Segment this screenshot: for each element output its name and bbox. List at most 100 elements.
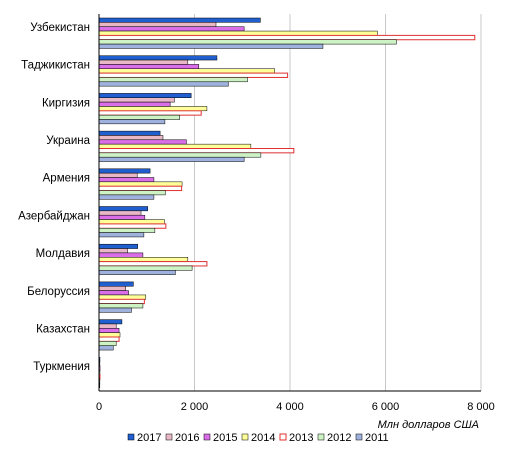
legend-swatch (317, 433, 325, 441)
bar-2011 (98, 119, 166, 125)
legend-label: 2014 (251, 432, 275, 444)
bar-2013 (98, 223, 167, 229)
bar-2011 (98, 194, 155, 200)
bar-2016 (98, 172, 138, 178)
category-labels: Узбекистан Таджикистан Киргизия Украина Арме… (18, 22, 90, 373)
bar-2017 (98, 130, 161, 136)
bar-2016 (98, 323, 117, 329)
bar-2014 (98, 294, 147, 300)
legend-swatch (165, 433, 173, 441)
bar-2011 (98, 81, 229, 87)
bar-2014 (98, 143, 252, 149)
bar-2016 (98, 210, 142, 216)
legend-label: 2013 (289, 432, 313, 444)
bar-2015 (98, 139, 187, 145)
bar-2017 (98, 55, 218, 61)
bar-2014 (98, 181, 183, 187)
legend-swatch (279, 433, 287, 441)
legend-swatch (355, 433, 363, 441)
bar-2017 (98, 281, 134, 287)
bar-2015 (98, 290, 129, 296)
category-label: Азербайджан (18, 210, 90, 222)
bar-2015 (98, 101, 171, 107)
bar-2017 (98, 17, 261, 23)
legend: 2017 2016 2015 2014 2013 2012 2011 (127, 432, 389, 444)
bar-2016 (98, 135, 164, 141)
bar-2015 (98, 26, 245, 32)
bar-2014 (98, 68, 275, 74)
x-tick-label: 0 (96, 401, 102, 413)
x-tick-label: 4 000 (276, 401, 304, 413)
bar-2012 (98, 341, 117, 346)
bar-2017 (98, 243, 138, 249)
category-label: Армения (43, 173, 90, 185)
bar-2016 (98, 286, 126, 291)
legend-label: 2012 (327, 432, 351, 444)
x-tick-label: 2 000 (181, 401, 209, 413)
bar-2014 (98, 332, 121, 338)
bar-2017 (98, 319, 123, 325)
bars (98, 17, 476, 388)
bar-2013 (98, 336, 120, 342)
bar-2013 (98, 110, 202, 116)
bar-2012 (98, 228, 156, 233)
legend-label: 2017 (137, 432, 161, 444)
bar-2013 (98, 72, 289, 78)
legend-label: 2015 (213, 432, 237, 444)
bar-2011 (98, 43, 324, 49)
grid-lines (194, 14, 482, 391)
bar-2012 (98, 152, 262, 158)
bar-2017 (98, 206, 148, 212)
bar-2013 (98, 34, 476, 41)
legend-label: 2016 (175, 432, 199, 444)
legend-swatch (127, 433, 135, 441)
x-tick-label: 6 000 (372, 401, 400, 413)
bar-2011 (98, 232, 145, 238)
bar-2016 (98, 22, 217, 27)
bar-2013 (98, 148, 295, 154)
category-label: Узбекистан (30, 22, 90, 34)
bar-2014 (98, 30, 378, 36)
bar-2012 (98, 39, 397, 45)
bar-2012 (98, 77, 248, 83)
bar-2011 (98, 156, 245, 162)
bar-2013 (98, 185, 183, 192)
x-tick-label: 8 000 (467, 401, 495, 413)
bar-2016 (98, 59, 189, 65)
bar-2015 (98, 214, 146, 220)
category-label: Белоруссия (27, 286, 90, 298)
x-unit-label: Млн долларов США (378, 419, 479, 431)
category-label: Украина (46, 135, 90, 147)
bar-2016 (98, 248, 128, 254)
bar-2014 (98, 219, 165, 225)
bar-2017 (98, 168, 151, 174)
axes (98, 14, 481, 392)
bar-2013 (98, 298, 145, 305)
bar-2011 (98, 345, 114, 351)
legend-swatch (241, 433, 249, 441)
bar-2013 (98, 261, 208, 267)
bar-2014 (98, 257, 189, 262)
bar-2012 (98, 303, 144, 309)
x-tick-labels: 0 2 000 4 000 6 000 8 000 (96, 401, 495, 413)
bar-2015 (98, 328, 120, 333)
category-label: Молдавия (36, 248, 90, 260)
bar-2015 (98, 252, 144, 258)
bar-2017 (98, 93, 192, 99)
category-label: Туркмения (33, 361, 90, 373)
bar-2011 (98, 270, 176, 275)
bar-2012 (98, 265, 193, 271)
category-label: Казахстан (36, 323, 90, 335)
bar-2014 (98, 106, 208, 112)
bar-2015 (98, 177, 155, 183)
category-label: Киргизия (42, 97, 90, 109)
legend-swatch (203, 433, 211, 441)
category-label: Таджикистан (21, 60, 90, 72)
bar-2015 (98, 64, 200, 70)
bar-2012 (98, 190, 166, 196)
bar-2011 (98, 307, 132, 313)
legend-label: 2011 (365, 432, 389, 444)
bar-2016 (98, 97, 175, 103)
bar-2012 (98, 114, 180, 120)
